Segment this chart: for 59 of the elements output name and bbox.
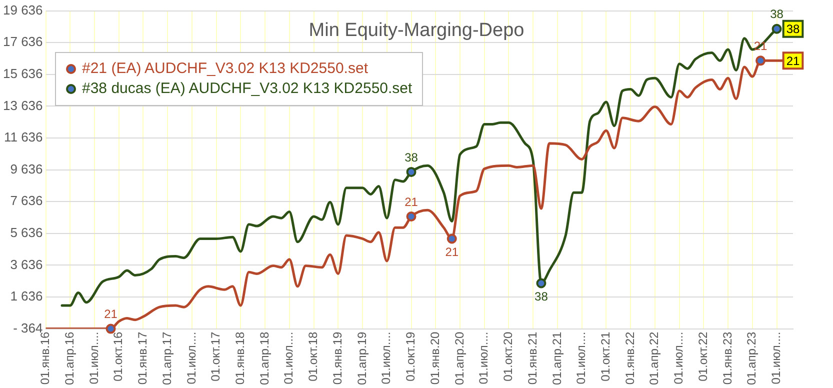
y-tick-label: 13 636 bbox=[2, 98, 43, 113]
point bbox=[536, 278, 546, 288]
x-tick-label: 01.янв.22 bbox=[622, 331, 637, 385]
x-tick-label: 01.апр.16 bbox=[62, 331, 76, 386]
x-tick-label: 01.янв.18 bbox=[233, 331, 248, 385]
annotation: 21 bbox=[404, 194, 418, 209]
x-tick-label: 01.окт.16 bbox=[111, 331, 126, 382]
x-tick-label: 01.окт.22 bbox=[696, 331, 710, 382]
y-tick-label: 1 636 bbox=[10, 288, 43, 304]
annotation: 21 bbox=[786, 54, 800, 68]
x-tick-label: 01.янв.17 bbox=[136, 331, 150, 385]
annotation: 38 bbox=[534, 290, 548, 304]
x-tick-label: 01.апр.23 bbox=[744, 331, 759, 386]
y-tick-label: 9 636 bbox=[10, 161, 43, 176]
point bbox=[106, 324, 116, 334]
x-tick-label: 01.янв.16 bbox=[38, 331, 52, 385]
point bbox=[406, 166, 416, 177]
annotation: 38 bbox=[786, 22, 800, 36]
point bbox=[772, 24, 782, 34]
y-tick-label: 19 636 bbox=[2, 2, 43, 18]
x-tick-label: 01.июл.... bbox=[86, 332, 101, 384]
x-tick-label: 01.окт.19 bbox=[404, 331, 418, 382]
x-tick-label: 01.апр.22 bbox=[647, 331, 662, 386]
legend-label: #38 ducas (EA) AUDCHF_V3.02 K13 KD2550.set bbox=[81, 79, 412, 99]
x-tick-label: 01.янв.19 bbox=[330, 331, 344, 385]
x-tick-label: 01.июл.... bbox=[672, 332, 686, 384]
x-tick-label: 01.июл.... bbox=[476, 332, 491, 384]
x-tick-label: 01.апр.19 bbox=[354, 331, 369, 386]
y-tick-label: 11 636 bbox=[4, 130, 43, 145]
x-tick-label: 01.апр.17 bbox=[160, 331, 174, 386]
x-tick-label: 01.окт.17 bbox=[208, 331, 223, 382]
annotation: 38 bbox=[404, 150, 418, 164]
y-tick-label: 7 636 bbox=[10, 193, 43, 208]
legend-label: #21 (EA) AUDCHF_V3.02 K13 KD2550.set bbox=[81, 59, 369, 79]
x-tick-label: 01.апр.20 bbox=[452, 331, 466, 386]
x-tick-label: 01.янв.23 bbox=[720, 331, 734, 385]
annotation: 21 bbox=[104, 307, 118, 322]
x-tick-label: 01.июл.... bbox=[574, 332, 588, 384]
y-tick-label: 3 636 bbox=[10, 256, 43, 272]
y-tick-label: 5 636 bbox=[10, 224, 43, 240]
point bbox=[406, 211, 416, 222]
point bbox=[446, 234, 457, 244]
y-tick-label: 15 636 bbox=[2, 66, 43, 81]
x-tick-label: 01.окт.20 bbox=[501, 331, 516, 382]
x-tick-label: 01.июл.... bbox=[769, 332, 784, 384]
point bbox=[756, 56, 766, 66]
x-tick-label: 01.янв.21 bbox=[525, 331, 540, 385]
annotation: 21 bbox=[445, 245, 459, 260]
text: Min Equity-Marging-Depo bbox=[308, 20, 524, 41]
x-tick-label: 01.июл.... bbox=[184, 332, 198, 384]
x-tick-label: 01.янв.20 bbox=[428, 331, 442, 385]
x-tick-label: 01.окт.21 bbox=[598, 331, 613, 382]
x-tick-label: 01.апр.18 bbox=[257, 331, 272, 386]
x-tick-label: 01.июл.... bbox=[282, 332, 296, 384]
annotation: 38 bbox=[770, 7, 784, 22]
x-tick-label: 01.апр.21 bbox=[550, 331, 564, 386]
x-tick-label: 01.июл.... bbox=[379, 332, 394, 384]
y-tick-label: 17 636 bbox=[2, 34, 43, 50]
x-tick-label: 01.окт.18 bbox=[306, 331, 320, 382]
